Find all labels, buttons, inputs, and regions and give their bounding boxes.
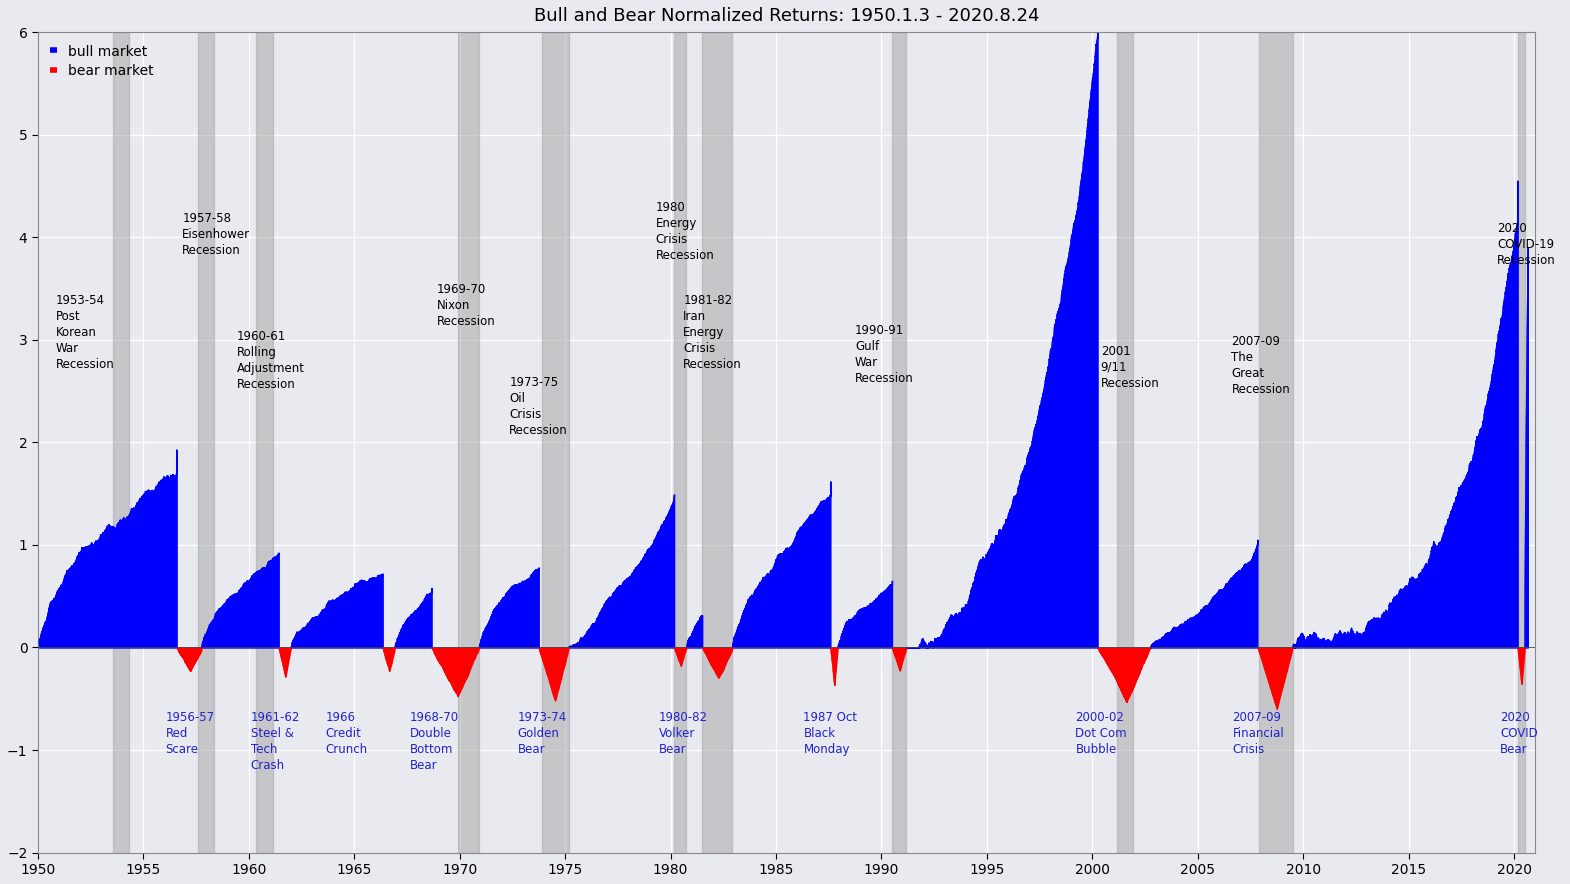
Bar: [113, 32, 129, 853]
Bar: [458, 32, 479, 853]
Bar: [256, 32, 273, 853]
Bar: [702, 32, 732, 853]
Text: 1961-62
Steel &
Tech
Crash: 1961-62 Steel & Tech Crash: [251, 711, 300, 772]
Text: 1980-82
Volker
Bear: 1980-82 Volker Bear: [659, 711, 708, 756]
Text: 1956-57
Red
Scare: 1956-57 Red Scare: [165, 711, 215, 756]
Bar: [674, 32, 686, 853]
Bar: [198, 32, 214, 853]
Text: 1960-61
Rolling
Adjustment
Recession: 1960-61 Rolling Adjustment Recession: [237, 330, 305, 391]
Text: 1980
Energy
Crisis
Recession: 1980 Energy Crisis Recession: [656, 202, 714, 263]
Bar: [1259, 32, 1292, 853]
Text: 1957-58
Eisenhower
Recession: 1957-58 Eisenhower Recession: [182, 211, 251, 256]
Text: 2020
COVID-19
Recession: 2020 COVID-19 Recession: [1498, 222, 1556, 267]
Text: 1969-70
Nixon
Recession: 1969-70 Nixon Recession: [436, 284, 495, 328]
Bar: [542, 32, 568, 853]
Bar: [1518, 32, 1524, 853]
Text: 2020
COVID
Bear: 2020 COVID Bear: [1501, 711, 1539, 756]
Text: 1973-74
Golden
Bear: 1973-74 Golden Bear: [518, 711, 567, 756]
Text: 1987 Oct
Black
Monday: 1987 Oct Black Monday: [804, 711, 857, 756]
Text: 2007-09
The
Great
Recession: 2007-09 The Great Recession: [1231, 335, 1291, 396]
Title: Bull and Bear Normalized Returns: 1950.1.3 - 2020.8.24: Bull and Bear Normalized Returns: 1950.1…: [534, 7, 1039, 25]
Text: 1981-82
Iran
Energy
Crisis
Recession: 1981-82 Iran Energy Crisis Recession: [683, 293, 743, 370]
Text: 1990-91
Gulf
War
Recession: 1990-91 Gulf War Recession: [856, 324, 914, 385]
Text: 2001
9/11
Recession: 2001 9/11 Recession: [1101, 345, 1160, 390]
Bar: [892, 32, 906, 853]
Text: 2000-02
Dot Com
Bubble: 2000-02 Dot Com Bubble: [1075, 711, 1127, 756]
Text: 1966
Credit
Crunch: 1966 Credit Crunch: [325, 711, 367, 756]
Text: 1953-54
Post
Korean
War
Recession: 1953-54 Post Korean War Recession: [57, 293, 115, 370]
Text: 2007-09
Financial
Crisis: 2007-09 Financial Crisis: [1232, 711, 1284, 756]
Text: 1968-70
Double
Bottom
Bear: 1968-70 Double Bottom Bear: [410, 711, 458, 772]
Text: 1973-75
Oil
Crisis
Recession: 1973-75 Oil Crisis Recession: [509, 376, 568, 437]
Legend: bull market, bear market: bull market, bear market: [46, 39, 160, 84]
Bar: [1116, 32, 1134, 853]
